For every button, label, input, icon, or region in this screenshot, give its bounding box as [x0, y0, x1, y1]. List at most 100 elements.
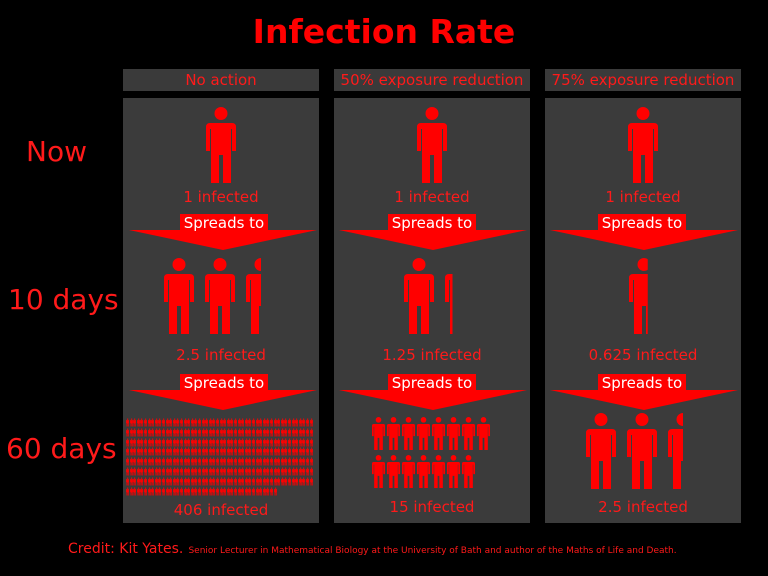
- person-icon: [241, 447, 245, 456]
- person-icon: [223, 487, 227, 496]
- person-icon: [230, 477, 234, 486]
- person-icon: [277, 457, 281, 466]
- person-icon: [169, 447, 173, 456]
- person-icon: [237, 418, 241, 427]
- person-icon: [198, 428, 202, 437]
- person-icon: [273, 428, 277, 437]
- person-icon: [252, 447, 256, 456]
- infected-60-days-50-reduction: 15 infected: [389, 498, 475, 516]
- person-icon: [201, 447, 205, 456]
- down-arrow-icon: [550, 230, 738, 250]
- person-icon: [176, 418, 180, 427]
- person-icon: [140, 447, 144, 456]
- person-icon: [252, 438, 256, 447]
- person-icon: [133, 457, 137, 466]
- person-icon: [140, 418, 144, 427]
- person-icon: [154, 487, 158, 496]
- person-icon: [169, 428, 173, 437]
- person-icon: [259, 487, 263, 496]
- credit-line: Credit: Kit Yates. Senior Lecturer in Ma…: [68, 538, 677, 557]
- person-icon: [226, 418, 230, 427]
- person-icon: [445, 274, 453, 334]
- person-icon: [180, 467, 184, 476]
- person-icon: [151, 477, 155, 486]
- infected-10-days-75-reduction: 0.625 infected: [588, 346, 698, 364]
- person-icon: [223, 457, 227, 466]
- person-icon: [151, 457, 155, 466]
- person-icon: [298, 447, 302, 456]
- person-icon: [187, 477, 191, 486]
- person-icon: [668, 413, 683, 489]
- person-icon: [201, 438, 205, 447]
- person-icon: [162, 447, 166, 456]
- person-icon: [165, 447, 169, 456]
- person-icon: [226, 447, 230, 456]
- person-icon: [237, 438, 241, 447]
- person-icon: [237, 428, 241, 437]
- person-icon: [176, 438, 180, 447]
- person-icon: [259, 467, 263, 476]
- column-header-75-reduction: 75% exposure reduction: [545, 69, 741, 91]
- person-icon: [277, 438, 281, 447]
- down-arrow-icon: [129, 230, 317, 250]
- person-icon: [158, 418, 162, 427]
- person-icon: [280, 447, 284, 456]
- person-icon: [158, 477, 162, 486]
- person-icon: [133, 438, 137, 447]
- person-icon: [205, 477, 209, 486]
- person-icon: [126, 428, 130, 437]
- person-icon: [183, 487, 187, 496]
- person-icon: [194, 438, 198, 447]
- person-icon: [187, 467, 191, 476]
- person-icon: [169, 418, 173, 427]
- person-icon: [432, 417, 445, 450]
- person-icon: [372, 455, 385, 488]
- person-icon: [237, 477, 241, 486]
- person-icon: [212, 447, 216, 456]
- person-icon: [201, 487, 205, 496]
- person-icon: [295, 418, 299, 427]
- person-icon: [277, 418, 281, 427]
- person-icon: [447, 455, 460, 488]
- person-icon: [201, 477, 205, 486]
- infected-60-days-75-reduction: 2.5 infected: [598, 498, 688, 516]
- person-icon: [302, 438, 306, 447]
- person-icon: [252, 428, 256, 437]
- person-icon: [234, 418, 238, 427]
- person-icon: [627, 413, 657, 489]
- person-icon: [151, 487, 155, 496]
- person-icon: [219, 467, 223, 476]
- person-icon: [208, 438, 212, 447]
- person-icon: [183, 447, 187, 456]
- person-icon: [295, 467, 299, 476]
- person-icon: [176, 467, 180, 476]
- person-icon: [255, 487, 259, 496]
- person-icon: [241, 467, 245, 476]
- person-icon: [259, 457, 263, 466]
- column-header-50-reduction: 50% exposure reduction: [334, 69, 530, 91]
- person-icon: [241, 457, 245, 466]
- person-icon: [273, 457, 277, 466]
- person-icon: [273, 438, 277, 447]
- person-icon: [183, 418, 187, 427]
- person-icon: [176, 487, 180, 496]
- person-icon: [147, 477, 151, 486]
- person-icon: [230, 487, 234, 496]
- person-icon: [208, 428, 212, 437]
- person-icon: [216, 457, 220, 466]
- person-icon: [255, 418, 259, 427]
- person-icon: [241, 428, 245, 437]
- person-icon: [277, 428, 281, 437]
- person-icon: [187, 447, 191, 456]
- person-icon: [164, 258, 194, 334]
- person-icon: [183, 457, 187, 466]
- person-icon: [212, 428, 216, 437]
- page-title: Infection Rate: [252, 12, 516, 51]
- spreads-to-label: Spreads to: [180, 374, 268, 393]
- person-icon: [280, 438, 284, 447]
- person-icon: [223, 467, 227, 476]
- person-icon: [273, 477, 277, 486]
- person-icon: [306, 438, 310, 447]
- person-icon: [237, 447, 241, 456]
- person-icon: [126, 467, 130, 476]
